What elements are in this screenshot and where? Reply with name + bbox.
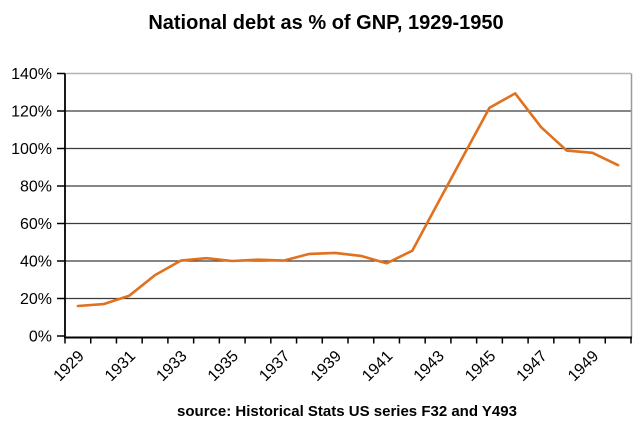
y-axis-labels: 0% 20% 40% 60% 80% 100% 120% 140% bbox=[11, 66, 65, 346]
debt-series-line bbox=[76, 92, 620, 308]
x-axis-ticks bbox=[64, 337, 632, 344]
x-tick-label: 1947 bbox=[514, 348, 551, 385]
y-tick-label: 80% bbox=[20, 179, 52, 196]
x-tick-label: 1935 bbox=[205, 348, 242, 385]
x-tick-label: 1941 bbox=[359, 348, 396, 385]
chart-source-note: source: Historical Stats US series F32 a… bbox=[177, 403, 517, 420]
x-tick-label: 1933 bbox=[153, 348, 190, 385]
x-tick-label: 1949 bbox=[565, 348, 602, 385]
y-tick-label: 0% bbox=[29, 329, 52, 346]
y-tick-label: 40% bbox=[20, 254, 52, 271]
gridlines bbox=[65, 72, 633, 338]
chart-title: National debt as % of GNP, 1929-1950 bbox=[148, 12, 504, 34]
x-axis-labels: 1929 1931 1933 1935 1937 1939 1941 1943 1945 1947… bbox=[51, 348, 603, 385]
x-tick-label: 1929 bbox=[51, 348, 88, 385]
x-tick-label: 1931 bbox=[102, 348, 139, 385]
x-tick-label: 1945 bbox=[462, 348, 499, 385]
x-tick-label: 1939 bbox=[308, 348, 345, 385]
y-tick-label: 100% bbox=[11, 141, 52, 158]
x-tick-label: 1943 bbox=[411, 348, 448, 385]
y-tick-label: 120% bbox=[11, 104, 52, 121]
y-tick-label: 140% bbox=[11, 66, 52, 83]
y-tick-label: 20% bbox=[20, 291, 52, 308]
y-tick-label: 60% bbox=[20, 216, 52, 233]
x-tick-label: 1937 bbox=[256, 348, 293, 385]
